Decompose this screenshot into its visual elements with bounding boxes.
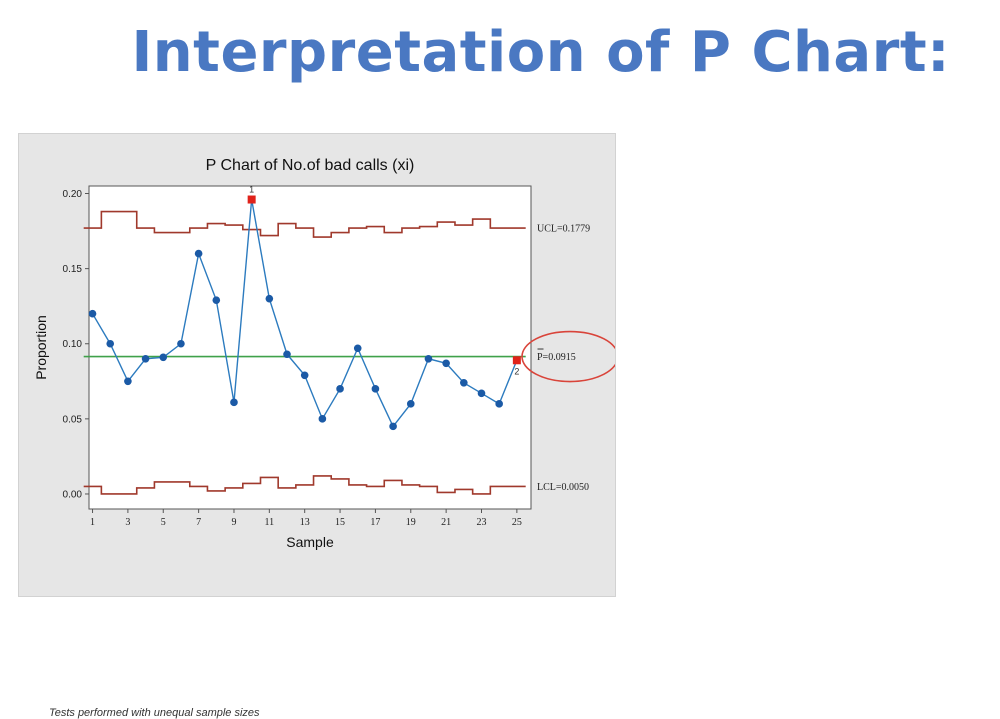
flagged-point [247,195,256,204]
lcl-line [83,475,526,495]
data-point [141,354,150,363]
flagged-point [512,356,521,365]
y-tick-label: 0.15 [63,264,83,275]
data-point [283,350,291,359]
data-point [230,398,238,407]
lcl-label: LCL=0.0050 [537,482,589,493]
center-label: P=0.0915 [537,352,576,363]
x-tick-label: 3 [125,517,130,528]
data-point [106,339,115,348]
data-point [177,339,185,348]
flag-label: 2 [514,366,519,376]
x-tick-label: 15 [335,517,345,528]
y-tick-label: 0.05 [63,414,83,425]
data-point [424,354,433,363]
flag-label: 1 [249,185,254,195]
data-point [389,422,397,431]
data-point [442,359,450,368]
data-point [406,400,415,408]
x-tick-label: 17 [370,517,380,528]
y-axis-label: Proportion [33,315,49,380]
data-point [460,379,468,387]
data-point [194,249,203,258]
chart-title: P Chart of No.of bad calls (xi) [206,157,415,174]
data-point [353,344,362,353]
data-point [371,385,380,393]
data-point [477,389,486,398]
x-tick-label: 23 [476,517,486,528]
y-tick-label: 0.10 [63,339,83,350]
x-tick-label: 21 [441,517,451,528]
data-point [318,415,327,423]
data-point [495,400,503,408]
slide-title: Interpretation of P Chart: [131,20,950,85]
x-tick-label: 1 [90,517,95,528]
data-point [88,309,97,318]
p-chart: P Chart of No.of bad calls (xi) 0.00 0.05 0… [33,157,615,550]
x-tick-label: 9 [231,517,236,528]
data-point [265,294,274,303]
chart-panel: P Chart of No.of bad calls (xi) 0.00 0.05 0… [18,133,616,719]
x-tick-label: 7 [196,517,201,528]
highlight-circle [521,330,615,383]
x-tick-label: 19 [406,517,416,528]
y-tick-label: 0.00 [63,489,83,500]
y-tick-label: 0.20 [63,189,83,200]
data-point [300,371,309,380]
x-axis-label: Sample [286,534,334,550]
ucl-label: UCL=0.1779 [537,224,590,235]
x-tick-label: 13 [300,517,310,528]
data-point [124,377,132,386]
data-point [212,296,221,304]
chart-footnote: Tests performed with unequal sample size… [49,707,260,719]
x-tick-label: 25 [512,517,522,528]
plot-area [88,185,532,510]
data-point [159,353,168,362]
data-point [336,385,344,393]
x-tick-label: 5 [161,517,166,528]
ucl-line [83,210,526,238]
x-tick-label: 11 [265,517,275,528]
